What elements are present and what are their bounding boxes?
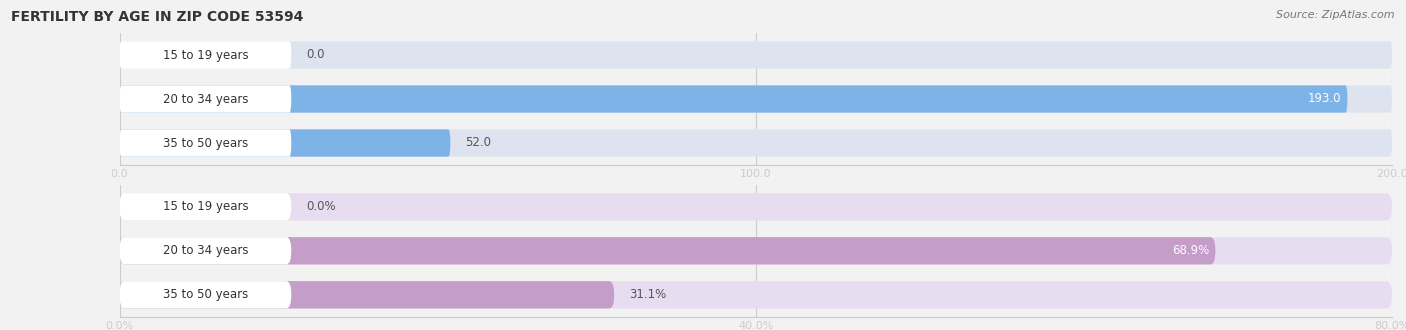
Text: 20 to 34 years: 20 to 34 years — [163, 244, 247, 257]
FancyBboxPatch shape — [120, 281, 614, 309]
FancyBboxPatch shape — [120, 129, 450, 157]
Text: FERTILITY BY AGE IN ZIP CODE 53594: FERTILITY BY AGE IN ZIP CODE 53594 — [11, 10, 304, 24]
FancyBboxPatch shape — [120, 237, 1215, 264]
FancyBboxPatch shape — [120, 193, 291, 220]
Text: 15 to 19 years: 15 to 19 years — [163, 200, 249, 213]
Text: 35 to 50 years: 35 to 50 years — [163, 137, 247, 149]
FancyBboxPatch shape — [120, 237, 291, 264]
Text: Source: ZipAtlas.com: Source: ZipAtlas.com — [1277, 10, 1395, 20]
FancyBboxPatch shape — [120, 85, 1347, 113]
Text: 20 to 34 years: 20 to 34 years — [163, 92, 247, 106]
FancyBboxPatch shape — [120, 129, 291, 157]
FancyBboxPatch shape — [120, 85, 1392, 113]
FancyBboxPatch shape — [120, 41, 1392, 69]
Text: 0.0%: 0.0% — [307, 200, 336, 213]
FancyBboxPatch shape — [120, 237, 1392, 264]
FancyBboxPatch shape — [120, 193, 1392, 220]
FancyBboxPatch shape — [120, 85, 291, 113]
Text: 31.1%: 31.1% — [630, 288, 666, 301]
FancyBboxPatch shape — [120, 281, 1392, 309]
Text: 35 to 50 years: 35 to 50 years — [163, 288, 247, 301]
Text: 0.0: 0.0 — [307, 49, 325, 61]
Text: 68.9%: 68.9% — [1171, 244, 1209, 257]
Text: 52.0: 52.0 — [465, 137, 492, 149]
Text: 15 to 19 years: 15 to 19 years — [163, 49, 249, 61]
FancyBboxPatch shape — [120, 41, 291, 69]
FancyBboxPatch shape — [120, 281, 291, 309]
FancyBboxPatch shape — [120, 129, 1392, 157]
Text: 193.0: 193.0 — [1308, 92, 1341, 106]
